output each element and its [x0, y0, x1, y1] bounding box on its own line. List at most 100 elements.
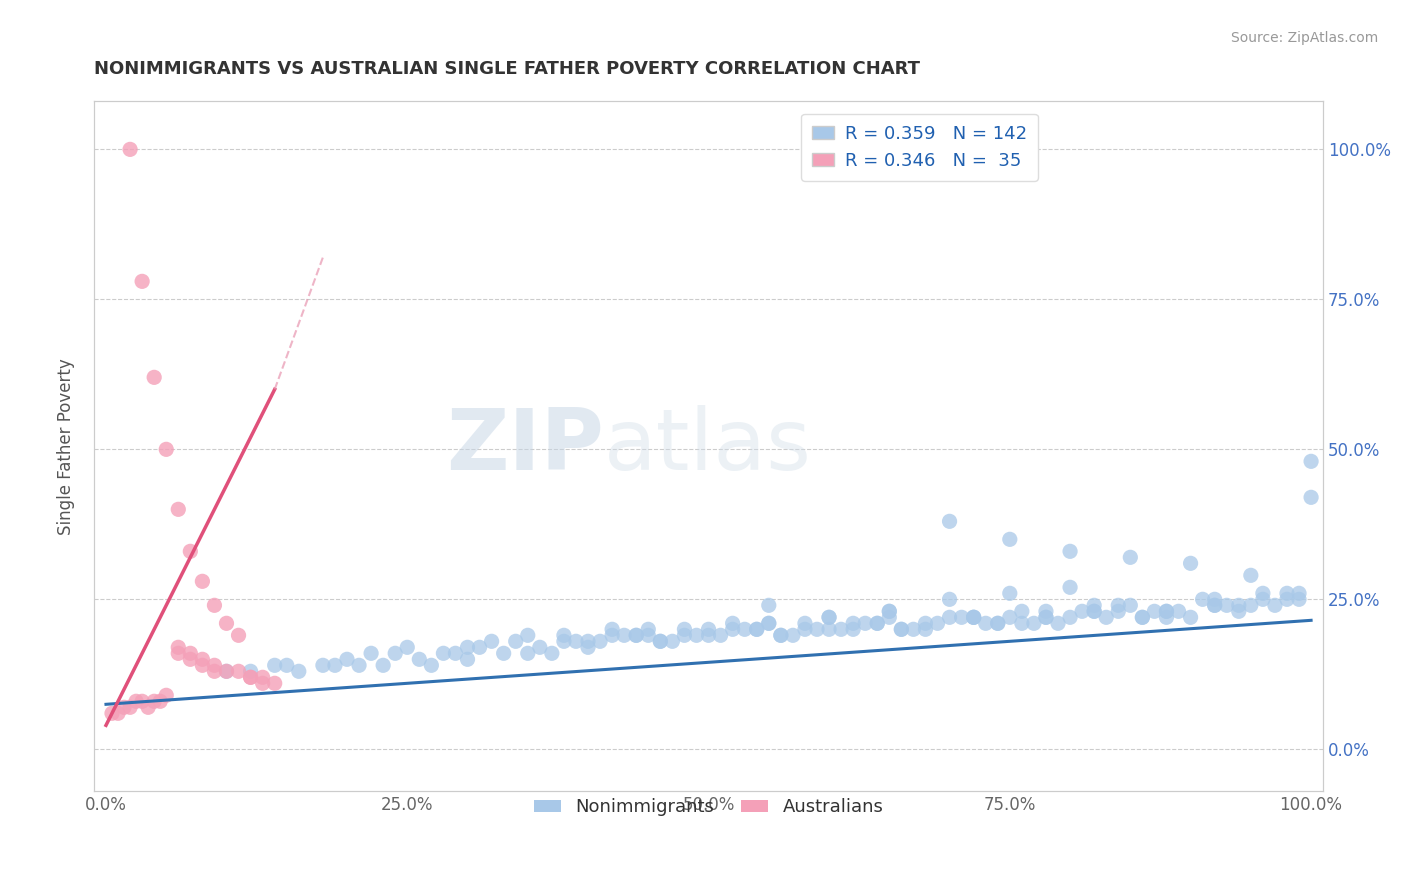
Point: [384, 646, 406, 660]
Point: [239, 670, 262, 684]
Point: [1251, 586, 1274, 600]
Point: [1022, 616, 1045, 631]
Point: [998, 533, 1021, 547]
Point: [191, 652, 214, 666]
Point: [155, 442, 177, 457]
Point: [866, 616, 889, 631]
Point: [1059, 580, 1081, 594]
Point: [576, 634, 599, 648]
Point: [879, 610, 901, 624]
Point: [1059, 610, 1081, 624]
Point: [1047, 616, 1070, 631]
Point: [408, 652, 430, 666]
Y-axis label: Single Father Poverty: Single Father Poverty: [58, 358, 75, 534]
Point: [794, 616, 817, 631]
Point: [842, 616, 865, 631]
Point: [179, 652, 201, 666]
Point: [938, 592, 960, 607]
Point: [136, 700, 159, 714]
Point: [998, 586, 1021, 600]
Point: [637, 623, 659, 637]
Point: [697, 628, 720, 642]
Point: [974, 616, 997, 631]
Point: [360, 646, 382, 660]
Text: NONIMMIGRANTS VS AUSTRALIAN SINGLE FATHER POVERTY CORRELATION CHART: NONIMMIGRANTS VS AUSTRALIAN SINGLE FATHE…: [94, 60, 920, 78]
Point: [963, 610, 986, 624]
Point: [179, 646, 201, 660]
Point: [107, 706, 129, 721]
Point: [204, 658, 226, 673]
Point: [444, 646, 467, 660]
Point: [336, 652, 359, 666]
Point: [963, 610, 986, 624]
Point: [650, 634, 672, 648]
Point: [263, 658, 285, 673]
Point: [1107, 604, 1129, 618]
Point: [938, 514, 960, 528]
Point: [149, 694, 172, 708]
Point: [516, 646, 538, 660]
Point: [721, 616, 744, 631]
Point: [987, 616, 1010, 631]
Point: [215, 665, 238, 679]
Point: [745, 623, 768, 637]
Point: [842, 623, 865, 637]
Point: [1156, 604, 1178, 618]
Point: [782, 628, 804, 642]
Point: [252, 676, 274, 690]
Point: [758, 616, 780, 631]
Point: [1240, 568, 1263, 582]
Point: [1288, 592, 1310, 607]
Point: [600, 628, 623, 642]
Point: [853, 616, 876, 631]
Point: [1083, 604, 1105, 618]
Point: [516, 628, 538, 642]
Point: [1215, 599, 1237, 613]
Point: [1180, 557, 1202, 571]
Point: [204, 599, 226, 613]
Point: [143, 370, 166, 384]
Point: [215, 616, 238, 631]
Point: [1156, 604, 1178, 618]
Point: [1264, 599, 1286, 613]
Point: [1095, 610, 1118, 624]
Point: [1011, 616, 1033, 631]
Point: [1275, 586, 1298, 600]
Point: [1167, 604, 1189, 618]
Point: [963, 610, 986, 624]
Point: [1035, 610, 1057, 624]
Point: [191, 574, 214, 589]
Point: [1204, 599, 1226, 613]
Point: [125, 694, 148, 708]
Point: [505, 634, 527, 648]
Point: [1107, 599, 1129, 613]
Legend: Nonimmigrants, Australians: Nonimmigrants, Australians: [526, 791, 891, 823]
Point: [697, 623, 720, 637]
Point: [758, 599, 780, 613]
Point: [529, 640, 551, 655]
Point: [650, 634, 672, 648]
Point: [734, 623, 756, 637]
Point: [1180, 610, 1202, 624]
Point: [167, 646, 190, 660]
Point: [1299, 491, 1322, 505]
Point: [600, 623, 623, 637]
Point: [468, 640, 491, 655]
Point: [769, 628, 792, 642]
Point: [276, 658, 298, 673]
Point: [1251, 592, 1274, 607]
Point: [1204, 592, 1226, 607]
Point: [1240, 599, 1263, 613]
Point: [866, 616, 889, 631]
Point: [112, 700, 135, 714]
Point: [1130, 610, 1153, 624]
Point: [239, 665, 262, 679]
Point: [613, 628, 636, 642]
Point: [745, 623, 768, 637]
Point: [120, 700, 142, 714]
Point: [215, 665, 238, 679]
Point: [830, 623, 852, 637]
Text: atlas: atlas: [605, 405, 813, 488]
Point: [987, 616, 1010, 631]
Point: [228, 628, 250, 642]
